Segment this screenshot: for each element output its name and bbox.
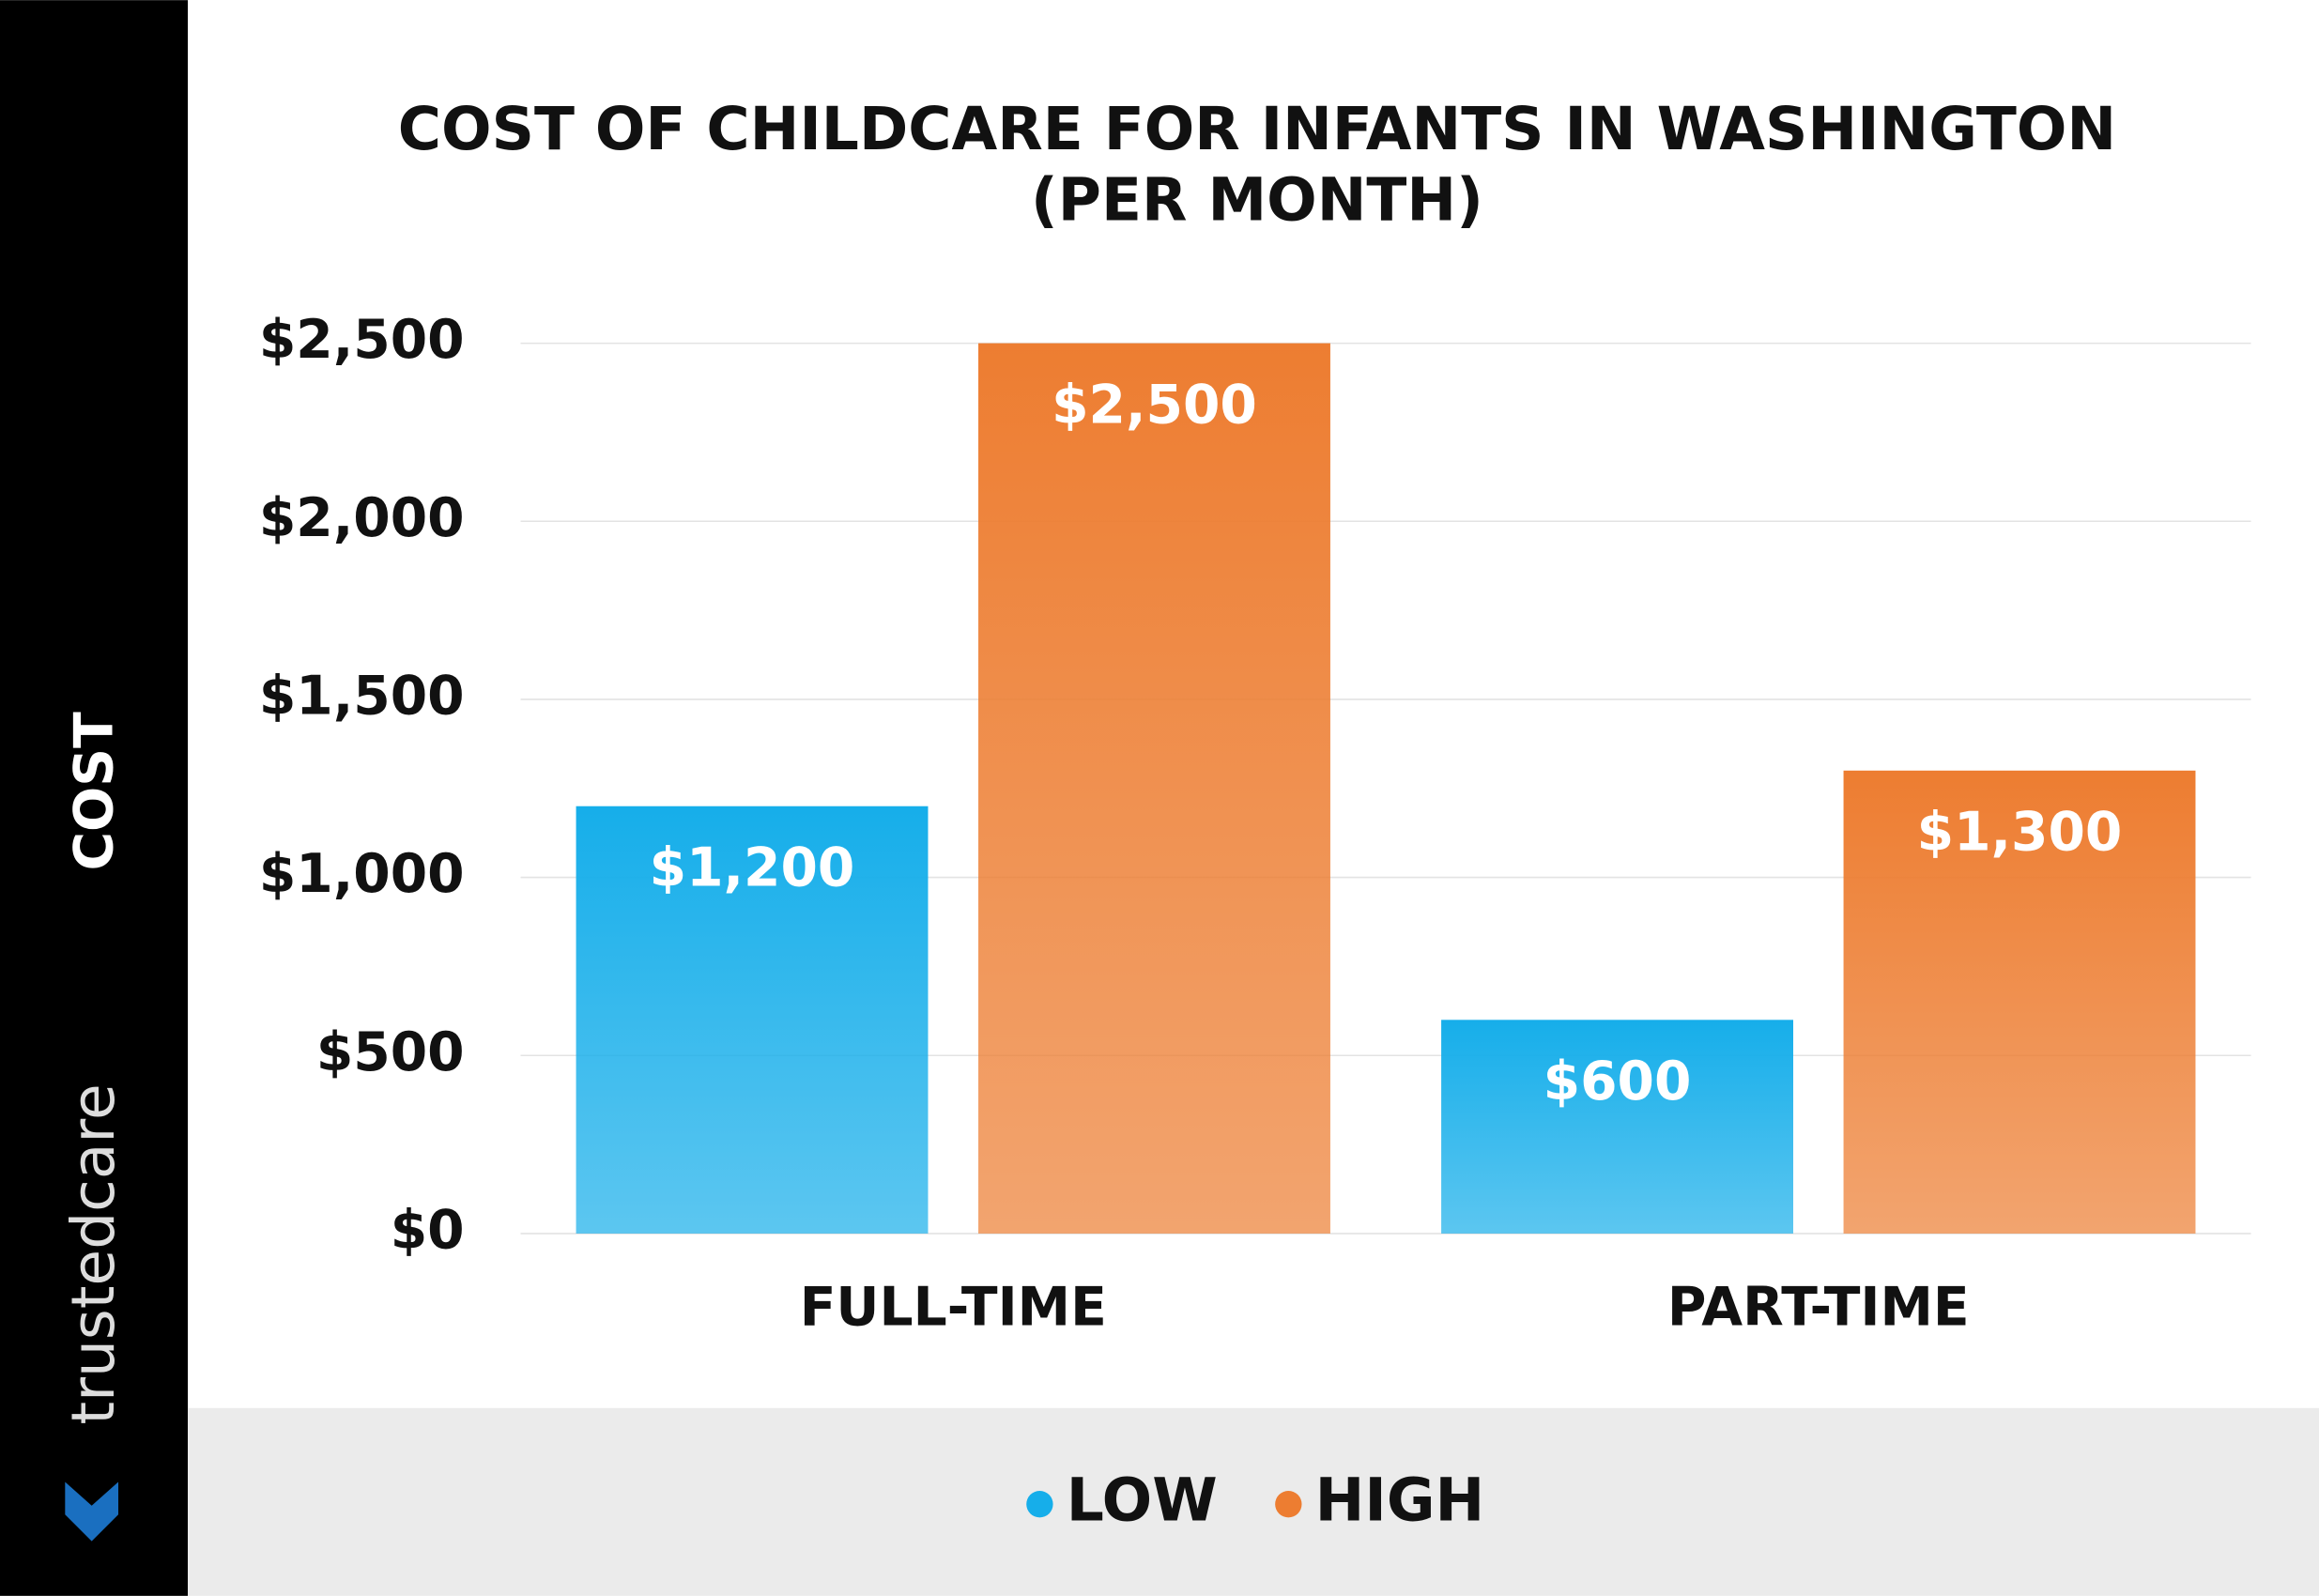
y-axis-label: COST [64,712,126,871]
value-label: $2,500 [1052,375,1257,437]
legend-marker [1275,1491,1302,1518]
legend-label: HIGH [1315,1466,1485,1534]
legend-marker [1026,1491,1053,1518]
y-tick-label: $2,000 [259,487,465,549]
side-strip [0,0,189,1596]
legend-label: LOW [1067,1466,1218,1534]
brand-logo [65,1481,119,1542]
y-tick-label: $500 [316,1021,465,1083]
value-label: $600 [1543,1051,1692,1113]
chart-subtitle: (PER MONTH) [1031,166,1483,235]
y-tick-label: $0 [391,1200,465,1262]
legend-band [188,1407,2319,1596]
bar [1843,770,2196,1234]
x-tick-label: FULL-TIME [800,1276,1107,1338]
bar [978,343,1330,1234]
y-tick-label: $1,500 [259,666,465,728]
y-tick-label: $2,500 [259,309,465,371]
chart-title: COST OF CHILDCARE FOR INFANTS IN WASHING… [398,95,2116,163]
bar [1441,1020,1793,1234]
value-label: $1,200 [650,837,855,899]
x-tick-label: PART-TIME [1667,1276,1970,1338]
y-tick-label: $1,000 [259,843,465,905]
bar [576,806,929,1234]
brand: trustedcare [59,1083,128,1424]
value-label: $1,300 [1917,802,2123,864]
